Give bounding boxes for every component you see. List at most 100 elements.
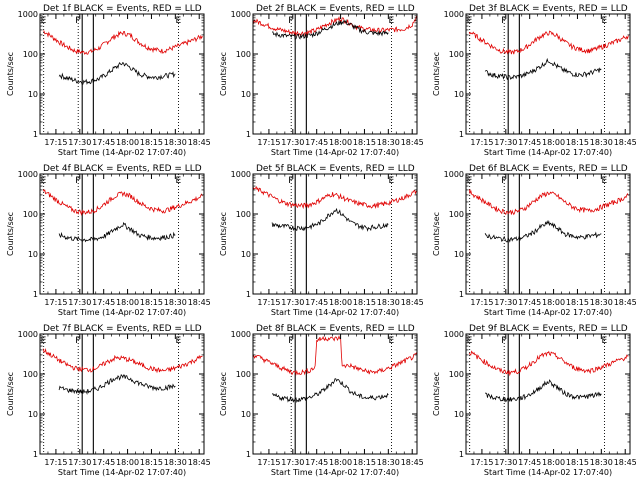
y-axis-label: Counts/sec	[219, 52, 228, 96]
x-tick-label: 17:15	[44, 138, 67, 147]
panel-title: Det 4f BLACK = Events, RED = LLD	[43, 164, 202, 174]
panel-det-7f: Det 7f BLACK = Events, RED = LLD E F E 1 10 10…	[6, 324, 211, 477]
x-tick-label: 17:30	[281, 138, 304, 147]
marker-label: E	[389, 16, 395, 26]
panel-title: Det 9f BLACK = Events, RED = LLD	[469, 324, 628, 334]
x-tick-label: 18:00	[329, 298, 352, 307]
panel-title: Det 6f BLACK = Events, RED = LLD	[469, 164, 628, 174]
y-tick-label: 10	[454, 90, 464, 99]
x-tick-label: 18:00	[116, 298, 139, 307]
x-axis-label: Start Time (14-Apr-02 17:07:40)	[58, 148, 186, 157]
lld-series-line	[252, 185, 418, 210]
events-series-line	[271, 207, 389, 232]
plot-frame	[252, 173, 418, 295]
y-tick-label: 1000	[231, 330, 251, 339]
x-tick-label: 17:30	[494, 458, 517, 467]
panel-det-3f: Det 3f BLACK = Events, RED = LLD E F E 1 10 10…	[432, 4, 637, 157]
marker-label: F	[288, 176, 293, 186]
x-axis-label: Start Time (14-Apr-02 17:07:40)	[484, 468, 612, 477]
x-tick-label: 18:30	[164, 298, 187, 307]
y-tick-label: 1	[33, 130, 38, 139]
x-axis-label: Start Time (14-Apr-02 17:07:40)	[271, 308, 399, 317]
x-tick-label: 17:30	[281, 298, 304, 307]
panel-det-1f: Det 1f BLACK = Events, RED = LLD E F E 1 10 10…	[6, 4, 211, 157]
y-tick-label: 100	[449, 210, 464, 219]
x-tick-label: 17:30	[68, 458, 91, 467]
marker-label: E	[467, 176, 473, 186]
x-tick-label: 17:45	[518, 458, 541, 467]
plot-frame	[39, 173, 205, 295]
plot-frame	[465, 13, 631, 135]
plot-frame	[39, 333, 205, 455]
x-tick-label: 18:15	[140, 298, 163, 307]
lld-series-line	[252, 15, 418, 37]
marker-label: F	[288, 336, 293, 346]
plot-frame	[465, 333, 631, 455]
y-tick-label: 1000	[18, 10, 38, 19]
x-axis-label: Start Time (14-Apr-02 17:07:40)	[484, 148, 612, 157]
events-series-line	[58, 62, 176, 85]
y-axis-label: Counts/sec	[6, 212, 15, 256]
x-tick-label: 17:45	[305, 138, 328, 147]
y-tick-label: 10	[241, 250, 251, 259]
marker-label: E	[176, 176, 182, 186]
x-tick-label: 18:00	[542, 138, 565, 147]
x-tick-label: 17:15	[44, 458, 67, 467]
x-tick-label: 18:15	[566, 138, 589, 147]
lld-series-line	[43, 30, 203, 55]
plot-frame	[252, 333, 418, 455]
marker-label: E	[41, 336, 47, 346]
x-tick-label: 18:45	[401, 138, 424, 147]
x-tick-label: 17:15	[44, 298, 67, 307]
x-tick-label: 17:45	[518, 298, 541, 307]
marker-label: E	[176, 16, 182, 26]
x-tick-label: 18:00	[542, 298, 565, 307]
y-tick-label: 100	[236, 210, 251, 219]
x-tick-label: 18:30	[590, 298, 613, 307]
y-tick-label: 1	[459, 450, 464, 459]
y-axis-label: Counts/sec	[6, 52, 15, 96]
y-axis-label: Counts/sec	[219, 212, 228, 256]
plot-frame	[465, 173, 631, 295]
y-tick-label: 10	[28, 90, 38, 99]
x-tick-label: 17:45	[92, 458, 115, 467]
x-tick-label: 18:15	[566, 458, 589, 467]
panel-title: Det 8f BLACK = Events, RED = LLD	[256, 324, 415, 334]
y-tick-label: 100	[236, 370, 251, 379]
x-tick-label: 18:15	[353, 458, 376, 467]
x-tick-label: 17:45	[305, 458, 328, 467]
y-tick-label: 1000	[444, 170, 464, 179]
events-series-line	[58, 221, 176, 243]
x-tick-label: 18:15	[353, 298, 376, 307]
marker-label: E	[389, 176, 395, 186]
x-tick-label: 18:15	[353, 138, 376, 147]
y-tick-label: 1	[459, 290, 464, 299]
events-series-line	[484, 219, 602, 243]
x-tick-label: 18:45	[614, 138, 637, 147]
marker-label: F	[501, 16, 506, 26]
marker-label: E	[41, 176, 47, 186]
marker-label: F	[75, 176, 80, 186]
x-axis-label: Start Time (14-Apr-02 17:07:40)	[58, 468, 186, 477]
x-tick-label: 18:00	[329, 138, 352, 147]
y-tick-label: 10	[454, 250, 464, 259]
x-tick-label: 18:30	[164, 458, 187, 467]
x-tick-label: 17:45	[92, 298, 115, 307]
y-tick-label: 100	[449, 50, 464, 59]
y-tick-label: 10	[241, 90, 251, 99]
x-tick-label: 17:15	[257, 458, 280, 467]
marker-label: F	[501, 336, 506, 346]
x-axis-label: Start Time (14-Apr-02 17:07:40)	[271, 148, 399, 157]
panel-det-6f: Det 6f BLACK = Events, RED = LLD E F E 1 10 10…	[432, 164, 637, 317]
x-tick-label: 17:30	[281, 458, 304, 467]
lld-series-line	[42, 189, 203, 216]
y-tick-label: 1000	[18, 330, 38, 339]
x-tick-label: 18:45	[188, 298, 211, 307]
panel-title: Det 3f BLACK = Events, RED = LLD	[469, 4, 628, 14]
marker-label: E	[467, 336, 473, 346]
x-tick-label: 18:00	[329, 458, 352, 467]
x-tick-label: 18:45	[614, 298, 637, 307]
x-tick-label: 18:15	[566, 298, 589, 307]
events-series-line	[271, 378, 389, 403]
